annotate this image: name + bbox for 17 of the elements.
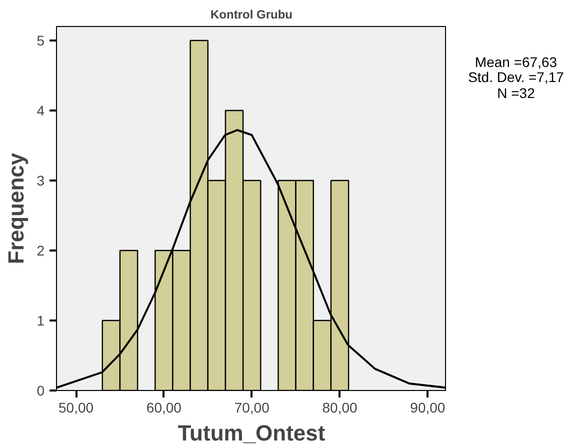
x-tick-label: 90,00: [410, 400, 446, 416]
x-tick-label: 70,00: [234, 400, 270, 416]
x-tick-label: 80,00: [322, 400, 358, 416]
y-axis-title: Frequency: [4, 152, 29, 264]
y-tick-label: 0: [36, 382, 45, 398]
text: Std. Dev. =7,17: [468, 69, 564, 86]
x-tick-label: 50,00: [58, 400, 94, 416]
y-tick-label: 3: [36, 172, 45, 188]
y-tick-label: 4: [36, 102, 45, 118]
x-axis-title: Tutum_Ontest: [178, 420, 326, 446]
y-tick-label: 2: [36, 242, 45, 258]
chart-title: Kontrol Grubu: [210, 8, 292, 22]
y-tick-label: 1: [36, 312, 45, 328]
x-tick-label: 60,00: [146, 400, 182, 416]
y-tick-label: 5: [36, 32, 45, 48]
text: Mean =67,63: [474, 54, 558, 70]
text: N =32: [497, 84, 535, 101]
